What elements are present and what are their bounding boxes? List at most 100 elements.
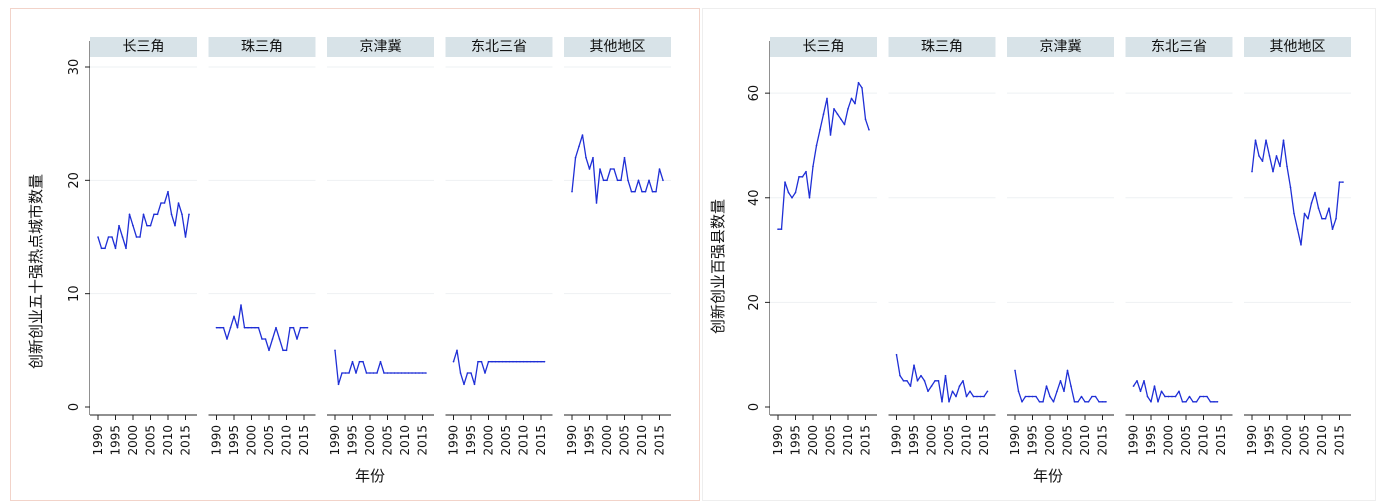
x-tick-label: 2010	[280, 425, 294, 456]
data-point	[662, 179, 664, 182]
data-point	[627, 179, 629, 182]
data-point	[125, 247, 127, 250]
x-tick-label: 2015	[859, 425, 873, 456]
data-point	[812, 165, 814, 168]
x-tick-label: 1995	[1026, 425, 1040, 456]
data-point	[798, 176, 800, 178]
data-point	[620, 179, 622, 182]
data-point	[515, 360, 518, 363]
x-tick-label: 1995	[1263, 425, 1277, 456]
data-point	[895, 353, 898, 356]
data-point	[972, 395, 975, 398]
data-point	[1042, 400, 1044, 403]
data-point	[372, 372, 375, 374]
data-point	[574, 156, 577, 159]
data-point	[1171, 395, 1173, 398]
x-tick-label: 2005	[381, 425, 395, 456]
data-point	[146, 224, 148, 227]
x-tick-label: 1990	[1245, 425, 1259, 456]
data-point	[1031, 395, 1034, 398]
data-point	[1164, 395, 1166, 398]
x-tick-label: 2010	[960, 425, 974, 456]
data-point	[261, 338, 263, 340]
panel-title: 京津冀	[1040, 39, 1082, 55]
data-point	[850, 97, 853, 100]
data-point	[484, 372, 486, 374]
data-point	[512, 360, 514, 363]
data-point	[188, 213, 190, 216]
x-tick-label: 2010	[517, 425, 531, 456]
panel-strip	[564, 37, 671, 57]
data-point	[1028, 395, 1030, 398]
data-point	[219, 326, 221, 329]
data-point	[1174, 395, 1177, 398]
data-point	[578, 145, 580, 148]
x-tick-label: 1990	[91, 425, 105, 456]
y-tick-label: 20	[747, 294, 762, 311]
data-point	[452, 360, 455, 363]
panel-background	[1007, 57, 1114, 415]
data-point	[1206, 395, 1208, 398]
data-point	[937, 380, 940, 382]
data-point	[508, 360, 511, 363]
data-point	[226, 338, 228, 340]
data-point	[1328, 207, 1330, 210]
data-point	[184, 236, 187, 238]
x-tick-label: 2015	[416, 425, 430, 456]
data-point	[1286, 165, 1288, 168]
y-tick-label: 60	[747, 85, 762, 102]
panel-background	[445, 57, 553, 415]
x-tick-label: 2000	[482, 425, 496, 456]
data-point	[222, 326, 225, 329]
panel-title: 其他地区	[1270, 39, 1326, 55]
data-point	[581, 134, 584, 136]
data-point	[1338, 181, 1341, 183]
data-point	[543, 360, 546, 363]
data-point	[1342, 181, 1344, 183]
data-point	[1303, 212, 1306, 215]
data-point	[815, 144, 818, 147]
data-point	[1265, 139, 1267, 142]
x-tick-label: 2015	[297, 425, 311, 456]
x-tick-label: 2005	[144, 425, 158, 456]
data-point	[142, 213, 145, 216]
data-point	[153, 213, 155, 216]
data-point	[1279, 165, 1281, 168]
data-point	[658, 168, 661, 170]
data-point	[1077, 400, 1079, 403]
data-point	[247, 326, 249, 329]
data-point	[156, 213, 159, 216]
data-point	[969, 390, 971, 393]
x-tick-label: 2005	[499, 425, 513, 456]
data-point	[822, 113, 825, 115]
x-axis-label: 年份	[1033, 467, 1064, 485]
data-point	[1066, 369, 1069, 372]
data-point	[215, 326, 218, 329]
x-tick-label: 2005	[942, 425, 956, 456]
data-point	[250, 326, 253, 329]
data-point	[1321, 217, 1323, 220]
data-point	[292, 326, 295, 329]
data-point	[1160, 390, 1163, 393]
x-tick-label: 2010	[635, 425, 649, 456]
data-point	[526, 360, 528, 363]
x-tick-label: 1995	[346, 425, 360, 456]
data-point	[167, 190, 169, 193]
data-point	[599, 168, 601, 170]
panel-background	[564, 57, 671, 415]
data-point	[240, 304, 242, 306]
x-tick-label: 2000	[806, 425, 820, 456]
data-point	[1268, 155, 1271, 157]
x-tick-label: 2000	[925, 425, 939, 456]
panel-strip	[327, 37, 434, 57]
data-point	[128, 213, 131, 216]
data-point	[1052, 400, 1055, 403]
data-point	[1098, 400, 1100, 403]
x-tick-label: 2000	[1043, 425, 1057, 456]
data-point	[257, 326, 260, 329]
data-point	[588, 168, 591, 170]
data-point	[1038, 400, 1041, 403]
data-point	[630, 190, 633, 193]
x-tick-label: 2005	[1179, 425, 1193, 456]
